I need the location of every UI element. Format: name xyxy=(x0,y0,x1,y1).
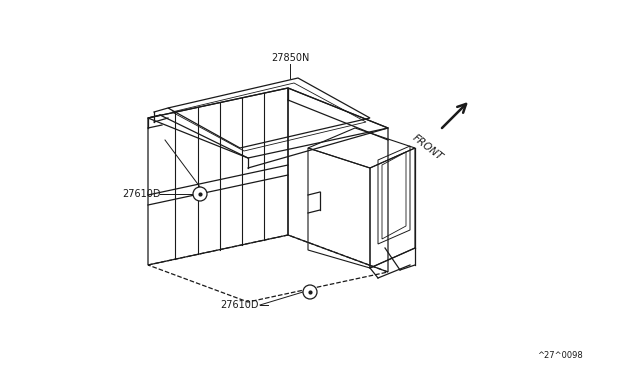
Text: 27850N: 27850N xyxy=(271,53,309,63)
Text: ^27^0098: ^27^0098 xyxy=(537,350,583,359)
Text: 27610D: 27610D xyxy=(122,189,161,199)
Text: FRONT: FRONT xyxy=(410,133,444,163)
Text: 27610D: 27610D xyxy=(220,300,259,310)
Circle shape xyxy=(193,187,207,201)
Circle shape xyxy=(303,285,317,299)
